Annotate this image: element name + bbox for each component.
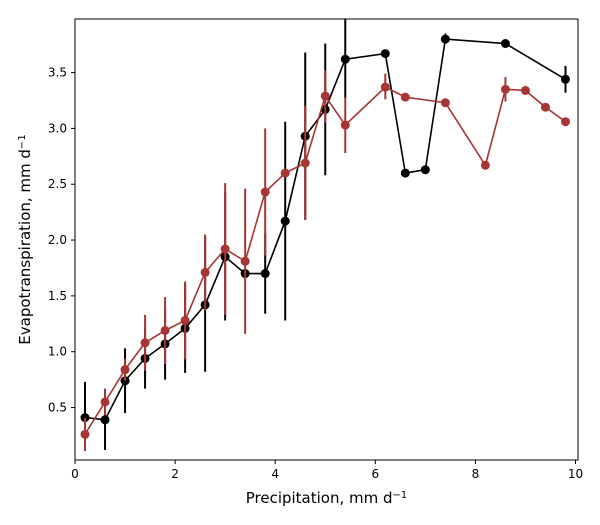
series-1-point-10 (260, 269, 270, 279)
series-2-point-14 (340, 120, 350, 130)
series-2-point-8 (220, 244, 230, 254)
series-1-point-19 (500, 39, 510, 49)
y-axis-label-unit-exponent: −1 (17, 134, 28, 149)
series-2-point-2 (100, 397, 110, 407)
series-2-point-6 (180, 315, 190, 325)
series-1-point-15 (380, 49, 390, 59)
x-axis-label-text: Precipitation, mm d (246, 489, 393, 507)
y-tick-label: 3.0 (48, 121, 67, 135)
y-tick-label: 1.0 (48, 345, 67, 359)
x-tick-label: 10 (568, 467, 583, 481)
series-2-point-19 (500, 84, 510, 94)
x-axis-label-unit-exponent: −1 (393, 490, 408, 501)
series-2-point-18 (480, 160, 490, 170)
y-tick-label: 3.5 (48, 66, 67, 80)
series-1-point-18 (440, 34, 450, 44)
series-2 (80, 70, 570, 452)
series-1-point-16 (400, 168, 410, 178)
x-tick-label: 4 (271, 467, 279, 481)
series-2-point-15 (380, 82, 390, 92)
series-1-point-20 (560, 74, 570, 84)
series-2-point-22 (560, 117, 570, 127)
x-axis-label: Precipitation, mm d−1 (246, 489, 408, 507)
series-2-point-21 (540, 102, 550, 112)
series-2-point-3 (120, 365, 130, 375)
series-2-point-17 (440, 98, 450, 108)
series-2-point-5 (160, 325, 170, 335)
series-2-point-20 (520, 85, 530, 95)
axes-frame (74, 18, 579, 461)
series-1-point-2 (100, 415, 110, 425)
y-tick-label: 2.5 (48, 177, 67, 191)
y-tick-label: 1.5 (48, 289, 67, 303)
series-2-point-4 (140, 338, 150, 348)
x-tick-label: 8 (472, 467, 480, 481)
series-2-line (84, 86, 566, 435)
series-2-point-13 (320, 91, 330, 101)
x-axis: 0 2 4 6 8 10 (71, 460, 583, 481)
series-2-point-7 (200, 267, 210, 277)
x-tick-label: 2 (171, 467, 179, 481)
series-2-point-11 (280, 168, 290, 178)
y-axis: 0.5 1.0 1.5 2.0 2.5 3.0 3.5 (48, 66, 75, 415)
series-2-point-16 (400, 92, 410, 102)
x-tick-label: 6 (371, 467, 379, 481)
series-2-point-10 (260, 187, 270, 197)
y-axis-label-text: Evapotranspiration, mm d (16, 149, 34, 345)
series-2-point-9 (240, 256, 250, 266)
series-1-point-17 (420, 165, 430, 175)
y-tick-label: 2.0 (48, 233, 67, 247)
y-tick-label: 0.5 (48, 401, 67, 415)
plot-area (80, 19, 570, 452)
series-1-point-11 (280, 216, 290, 226)
series-1-point-14 (340, 54, 350, 64)
y-axis-label: Evapotranspiration, mm d−1 (16, 134, 34, 344)
series-2-point-12 (300, 158, 310, 168)
series-2-point-1 (80, 429, 90, 439)
x-tick-label: 0 (71, 467, 79, 481)
